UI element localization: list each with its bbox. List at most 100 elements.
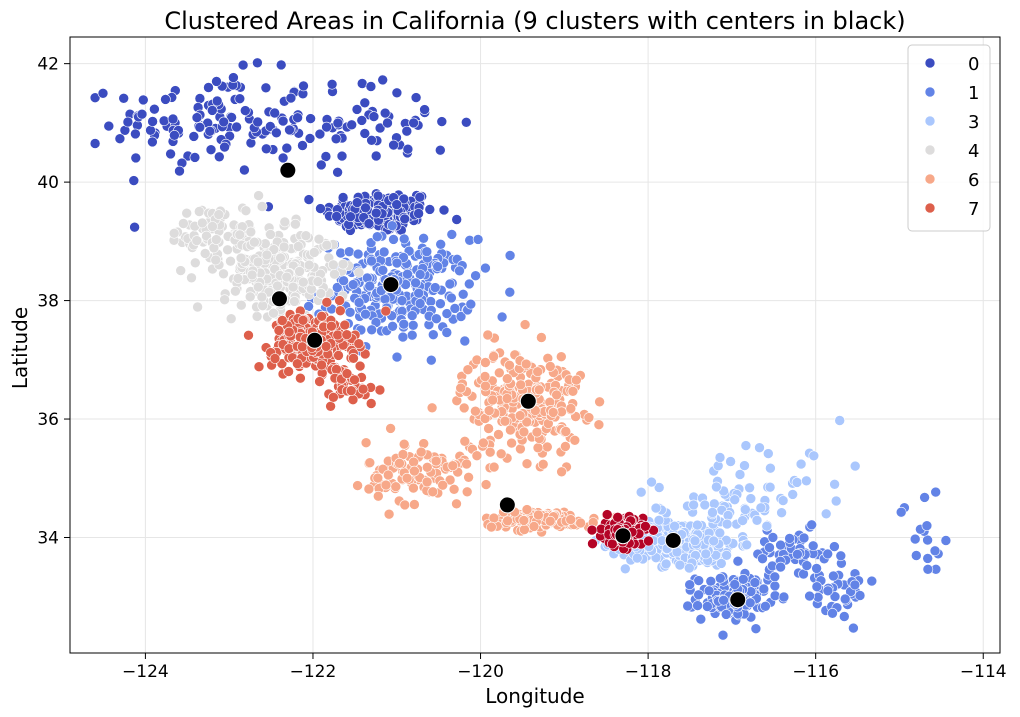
data-point — [458, 402, 470, 414]
data-point — [249, 236, 260, 248]
data-point — [338, 275, 349, 287]
data-point — [244, 291, 256, 303]
data-point — [357, 383, 369, 395]
data-point — [251, 311, 263, 322]
data-point — [296, 341, 308, 353]
data-point — [279, 216, 291, 228]
data-point — [460, 117, 472, 128]
cluster-center-marker — [382, 276, 400, 294]
data-point — [478, 437, 489, 449]
data-point — [839, 593, 851, 605]
data-point — [205, 144, 217, 155]
data-point — [650, 502, 662, 514]
data-point — [218, 116, 229, 128]
data-point — [536, 332, 547, 343]
data-point — [345, 385, 357, 397]
data-point — [807, 540, 819, 552]
data-point — [189, 152, 201, 163]
x-tick-label: −124 — [122, 662, 169, 682]
data-point — [382, 117, 393, 129]
cluster-center-marker — [519, 392, 537, 410]
data-point — [775, 539, 786, 551]
data-point — [429, 282, 441, 293]
data-point — [327, 259, 339, 271]
data-point — [798, 532, 810, 544]
data-point — [762, 448, 774, 459]
data-point — [531, 426, 543, 438]
data-point — [277, 152, 289, 164]
data-point — [570, 374, 582, 386]
data-point — [243, 329, 254, 341]
data-point — [729, 579, 741, 590]
data-point — [451, 498, 462, 510]
data-point — [438, 204, 450, 216]
data-point — [391, 257, 403, 269]
data-point — [337, 258, 349, 270]
data-point — [228, 72, 239, 83]
data-point — [700, 548, 712, 560]
data-point — [444, 278, 456, 290]
data-point — [669, 520, 680, 532]
data-point — [199, 248, 211, 259]
data-point — [419, 104, 430, 115]
data-point — [451, 214, 463, 225]
data-point — [314, 128, 326, 140]
data-point — [252, 281, 264, 293]
data-point — [129, 221, 140, 233]
data-point — [191, 112, 203, 123]
y-tick-label: 34 — [37, 529, 59, 549]
data-point — [758, 583, 770, 595]
data-point — [521, 416, 533, 428]
data-point — [316, 359, 327, 371]
data-point — [295, 372, 306, 384]
data-point — [486, 521, 497, 533]
data-point — [380, 305, 392, 317]
data-point — [631, 552, 643, 564]
data-point — [829, 591, 841, 602]
data-point — [234, 93, 246, 104]
data-point — [470, 270, 481, 282]
data-point — [739, 460, 750, 471]
data-point — [294, 266, 305, 277]
data-point — [289, 296, 300, 307]
data-point — [175, 265, 186, 276]
legend-label: 3 — [968, 112, 979, 133]
data-point — [351, 197, 363, 208]
data-point — [269, 353, 281, 364]
data-point — [245, 226, 257, 238]
data-point — [808, 450, 820, 462]
data-point — [415, 446, 427, 458]
data-point — [230, 285, 241, 297]
data-point — [410, 92, 422, 103]
data-point — [729, 494, 741, 506]
data-point — [480, 479, 492, 490]
data-point — [612, 511, 624, 523]
data-point — [764, 542, 775, 553]
data-point — [413, 208, 424, 219]
data-point — [560, 426, 572, 437]
chart-title: Clustered Areas in California (9 cluster… — [164, 7, 905, 35]
data-point — [502, 515, 513, 527]
data-point — [292, 358, 303, 370]
data-point — [234, 229, 246, 241]
data-point — [929, 545, 941, 557]
data-point — [136, 108, 148, 120]
data-point — [741, 539, 753, 551]
data-point — [459, 435, 471, 447]
data-point — [303, 194, 315, 205]
data-point — [351, 104, 363, 115]
data-point — [744, 482, 755, 494]
data-point — [848, 622, 859, 634]
data-point — [332, 117, 344, 129]
data-point — [533, 384, 545, 396]
data-point — [348, 352, 359, 364]
data-point — [532, 366, 544, 378]
legend-label: 0 — [968, 54, 979, 75]
data-point — [751, 514, 763, 526]
data-point — [778, 591, 790, 603]
data-point — [854, 590, 866, 601]
data-point — [528, 521, 540, 532]
legend-marker — [924, 115, 936, 127]
data-point — [273, 325, 285, 336]
cluster-center-marker — [498, 496, 516, 514]
